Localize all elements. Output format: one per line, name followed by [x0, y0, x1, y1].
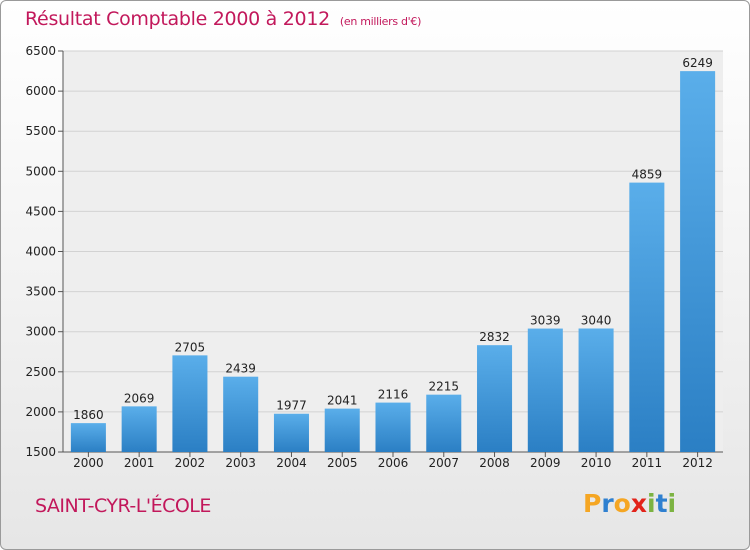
x-tick-label-2002: 2002	[175, 456, 206, 470]
chart-title: Résultat Comptable 2000 à 2012 (en millie…	[25, 8, 421, 30]
bar-2007	[426, 394, 462, 452]
y-tick-label: 1500	[25, 445, 56, 459]
data-label-2011: 4859	[632, 168, 663, 182]
y-tick-label: 4000	[25, 245, 56, 259]
bar-2010	[578, 328, 614, 452]
x-tick-label-2004: 2004	[276, 456, 307, 470]
data-label-2012: 6249	[682, 56, 713, 70]
data-label-2009: 3039	[530, 314, 561, 328]
bar-2002	[172, 355, 208, 452]
x-tick-label-2007: 2007	[428, 456, 459, 470]
data-label-2004: 1977	[276, 399, 307, 413]
bar-2000	[70, 423, 106, 452]
data-label-2008: 2832	[479, 330, 510, 344]
data-label-2005: 2041	[327, 394, 358, 408]
bar-2009	[527, 328, 563, 452]
data-label-2001: 2069	[124, 391, 155, 405]
x-tick-label-2005: 2005	[327, 456, 358, 470]
data-label-2006: 2116	[378, 388, 409, 402]
y-tick-label: 3000	[25, 325, 56, 339]
x-tick-label-2001: 2001	[124, 456, 155, 470]
x-tick-labels: 2000 2001 2002 2003 2004 2005 2006 2007 2008 2009…	[73, 452, 713, 470]
data-label-2000: 1860	[73, 408, 104, 422]
y-tick-label: 2000	[25, 405, 56, 419]
y-tick-label: 5000	[25, 164, 56, 178]
x-tick-label-2012: 2012	[682, 456, 713, 470]
chart-unit: (en milliers d'€)	[339, 15, 422, 28]
data-label-2007: 2215	[428, 380, 459, 394]
x-tick-label-2010: 2010	[581, 456, 612, 470]
y-tick-label: 6500	[25, 44, 56, 58]
y-tick-label: 4500	[25, 204, 56, 218]
bar-2011	[629, 182, 665, 452]
data-label-2010: 3040	[581, 313, 612, 327]
bar-2005	[324, 408, 360, 452]
proxiti-logo: Proxiti	[583, 489, 677, 518]
bar-2008	[477, 345, 513, 452]
data-labels: 1860 2069 2705 2439 1977 2041 2116 2215 2832 3039…	[73, 56, 713, 422]
commune-name: SAINT-CYR-L'ÉCOLE	[35, 495, 211, 517]
x-tick-label-2006: 2006	[378, 456, 409, 470]
x-tick-label-2011: 2011	[632, 456, 663, 470]
x-tick-label-2003: 2003	[225, 456, 256, 470]
x-tick-label-2000: 2000	[73, 456, 104, 470]
y-tick-label: 2500	[25, 365, 56, 379]
bar-2006	[375, 402, 411, 452]
bars	[70, 71, 716, 453]
bar-2004	[273, 413, 309, 452]
data-label-2002: 2705	[175, 340, 206, 354]
bar-2003	[223, 376, 259, 452]
bar-2001	[121, 406, 157, 452]
y-tick-label: 5500	[25, 124, 56, 138]
x-tick-label-2009: 2009	[530, 456, 561, 470]
x-tick-label-2008: 2008	[479, 456, 510, 470]
bar-2012	[680, 71, 716, 453]
chart-title-text: Résultat Comptable 2000 à 2012	[25, 8, 330, 30]
data-label-2003: 2439	[225, 362, 256, 376]
y-tick-labels: 1500 2000 2500 3000 3500 4000 4500 5000 5500 6000…	[25, 44, 63, 459]
y-tick-label: 3500	[25, 285, 56, 299]
y-tick-label: 6000	[25, 84, 56, 98]
